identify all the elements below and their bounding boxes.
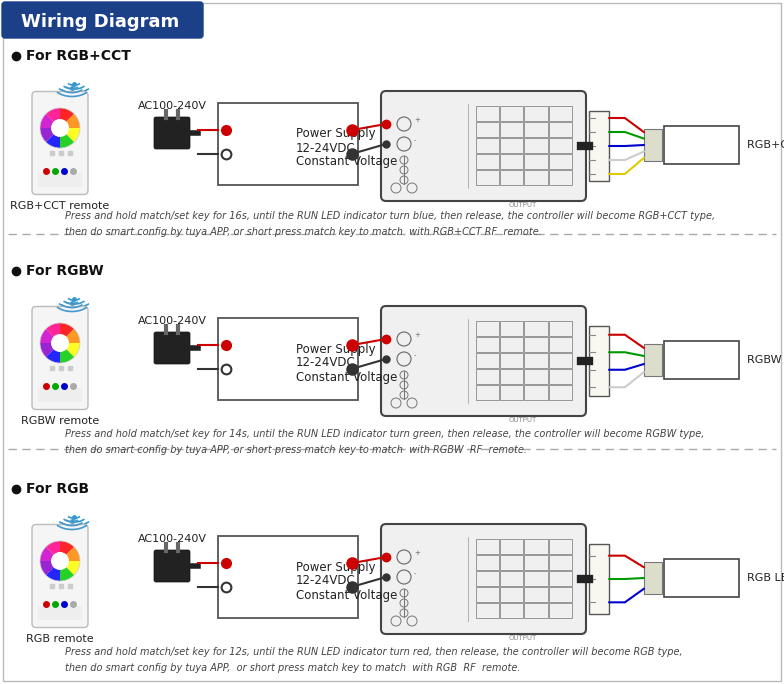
FancyBboxPatch shape	[38, 172, 82, 187]
Wedge shape	[45, 541, 60, 561]
Wedge shape	[40, 547, 60, 561]
Text: Press and hold match/set key for 12s, until the RUN LED indicator turn red, then: Press and hold match/set key for 12s, un…	[65, 647, 683, 657]
Wedge shape	[60, 561, 80, 575]
Wedge shape	[60, 128, 74, 148]
Text: For RGB+CCT: For RGB+CCT	[26, 49, 131, 63]
Wedge shape	[40, 343, 60, 357]
Text: 12-24VDC: 12-24VDC	[296, 356, 356, 369]
Wedge shape	[60, 343, 74, 363]
FancyBboxPatch shape	[644, 562, 662, 594]
Text: AC100-240V: AC100-240V	[137, 534, 206, 544]
Wedge shape	[40, 329, 60, 343]
FancyBboxPatch shape	[32, 525, 88, 627]
Wedge shape	[60, 541, 74, 561]
Text: then do smart config by tuya APP,  or short press match key to match  with RGB  : then do smart config by tuya APP, or sho…	[65, 663, 521, 673]
FancyBboxPatch shape	[664, 559, 739, 597]
Wedge shape	[60, 323, 74, 343]
Text: RGBW LED strip: RGBW LED strip	[747, 355, 784, 365]
FancyBboxPatch shape	[589, 111, 609, 181]
Circle shape	[397, 332, 411, 346]
Text: Press and hold match/set key for 14s, until the RUN LED indicator turn green, th: Press and hold match/set key for 14s, un…	[65, 429, 704, 439]
Text: OUTPUT: OUTPUT	[508, 417, 536, 423]
FancyBboxPatch shape	[38, 388, 82, 402]
Wedge shape	[45, 108, 60, 128]
FancyBboxPatch shape	[589, 544, 609, 614]
Text: Constant Voltage: Constant Voltage	[296, 155, 397, 168]
FancyBboxPatch shape	[154, 332, 190, 364]
Text: AC100-240V: AC100-240V	[137, 101, 206, 111]
FancyBboxPatch shape	[381, 524, 586, 634]
Wedge shape	[40, 561, 60, 575]
Text: Power Supply: Power Supply	[296, 127, 376, 140]
Wedge shape	[45, 343, 60, 363]
FancyBboxPatch shape	[381, 306, 586, 416]
Circle shape	[51, 334, 69, 352]
Text: OUTPUT: OUTPUT	[508, 202, 536, 208]
FancyBboxPatch shape	[218, 318, 358, 400]
Text: Power Supply: Power Supply	[296, 343, 376, 356]
FancyBboxPatch shape	[32, 306, 88, 410]
Circle shape	[397, 117, 411, 131]
Circle shape	[397, 137, 411, 151]
Text: For RGBW: For RGBW	[26, 264, 103, 278]
Circle shape	[51, 119, 69, 137]
FancyBboxPatch shape	[218, 536, 358, 618]
Text: +: +	[414, 332, 420, 338]
FancyBboxPatch shape	[154, 550, 190, 582]
Circle shape	[397, 352, 411, 366]
Text: -: -	[414, 352, 416, 358]
Text: Power Supply: Power Supply	[296, 560, 376, 573]
Text: 12-24VDC: 12-24VDC	[296, 142, 356, 155]
Text: then do smart config by tuya APP, or short press match key to match  with RGBW  : then do smart config by tuya APP, or sho…	[65, 445, 527, 455]
Text: -: -	[414, 570, 416, 576]
FancyBboxPatch shape	[38, 605, 82, 620]
Text: OUTPUT: OUTPUT	[508, 635, 536, 641]
Wedge shape	[60, 547, 80, 561]
Text: RGB remote: RGB remote	[26, 634, 94, 644]
FancyBboxPatch shape	[32, 92, 88, 194]
Circle shape	[397, 570, 411, 584]
Text: Constant Voltage: Constant Voltage	[296, 371, 397, 384]
Text: then do smart config by tuya APP, or short press match key to match  with RGB+CC: then do smart config by tuya APP, or sho…	[65, 227, 542, 237]
Text: +: +	[414, 117, 420, 123]
FancyBboxPatch shape	[154, 117, 190, 149]
Wedge shape	[45, 561, 60, 581]
FancyBboxPatch shape	[589, 326, 609, 396]
Wedge shape	[45, 128, 60, 148]
Text: -: -	[414, 137, 416, 143]
Wedge shape	[40, 114, 60, 128]
Text: AC100-240V: AC100-240V	[137, 316, 206, 326]
Text: Press and hold match/set key for 16s, until the RUN LED indicator turn blue, the: Press and hold match/set key for 16s, un…	[65, 211, 715, 221]
Text: RGBW remote: RGBW remote	[21, 416, 99, 426]
Text: RGB+CCT remote: RGB+CCT remote	[10, 201, 110, 211]
Wedge shape	[40, 128, 60, 142]
Text: +: +	[414, 550, 420, 556]
Wedge shape	[60, 343, 80, 357]
Text: RGB LED strip: RGB LED strip	[747, 573, 784, 583]
FancyBboxPatch shape	[381, 91, 586, 201]
Circle shape	[397, 550, 411, 564]
FancyBboxPatch shape	[2, 2, 203, 38]
Wedge shape	[60, 329, 80, 343]
Wedge shape	[45, 323, 60, 343]
FancyBboxPatch shape	[664, 126, 739, 164]
Circle shape	[51, 552, 69, 570]
FancyBboxPatch shape	[644, 344, 662, 376]
Text: For RGB: For RGB	[26, 482, 89, 496]
Text: RGB+CCT LED strip: RGB+CCT LED strip	[747, 140, 784, 150]
Wedge shape	[60, 561, 74, 581]
Wedge shape	[60, 128, 80, 142]
FancyBboxPatch shape	[644, 129, 662, 161]
Text: Wiring Diagram: Wiring Diagram	[21, 13, 179, 31]
Text: Constant Voltage: Constant Voltage	[296, 588, 397, 601]
FancyBboxPatch shape	[664, 341, 739, 379]
Wedge shape	[60, 108, 74, 128]
Text: 12-24VDC: 12-24VDC	[296, 575, 356, 588]
FancyBboxPatch shape	[218, 103, 358, 185]
Wedge shape	[60, 114, 80, 128]
